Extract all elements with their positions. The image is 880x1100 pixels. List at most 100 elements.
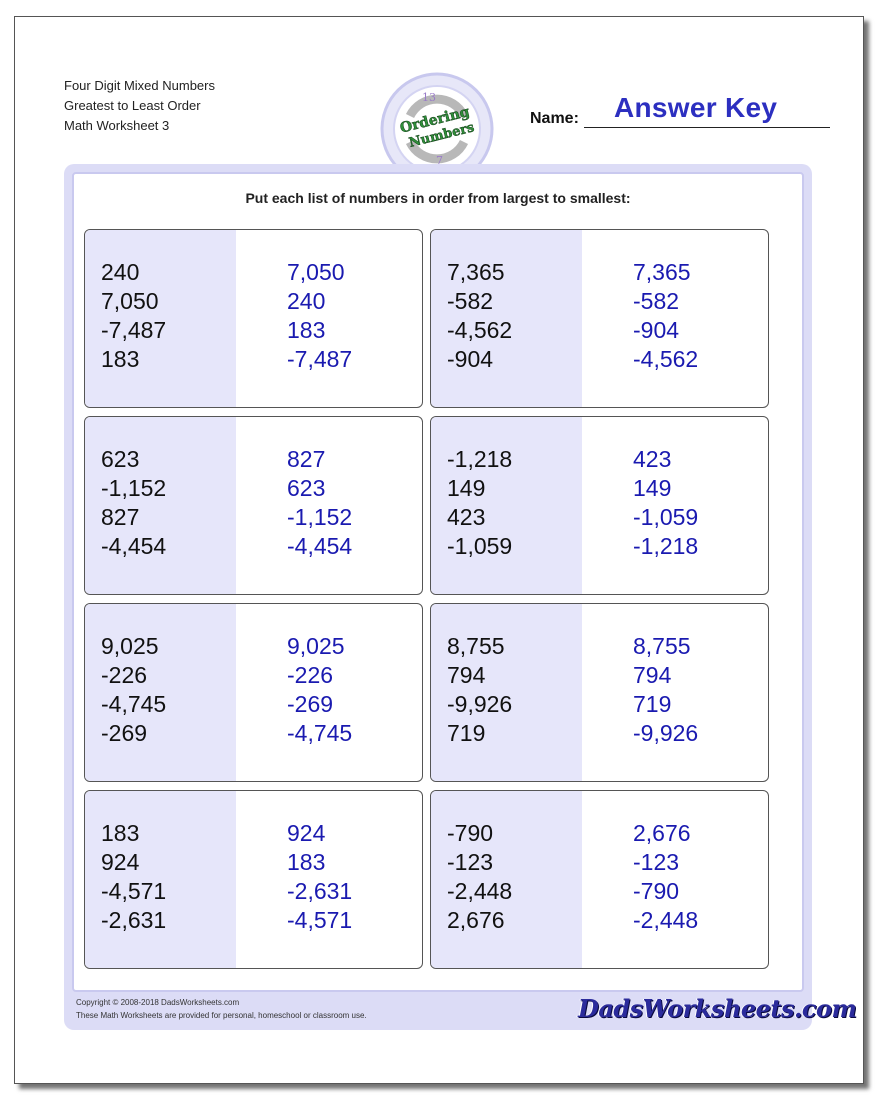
given-numbers: 240 7,050 -7,487 183 — [101, 258, 166, 374]
answer-number: -4,562 — [633, 346, 699, 372]
given-number: -226 — [101, 662, 148, 688]
answer-number: 183 — [287, 317, 326, 343]
answer-numbers: 2,676 -123 -790 -2,448 — [633, 819, 698, 935]
given-numbers: 8,755 794 -9,926 719 — [447, 632, 512, 748]
name-underline — [584, 127, 830, 128]
problem-card: 240 7,050 -7,487 183 7,050 240 183 -7,48… — [84, 229, 423, 408]
given-number: -1,059 — [447, 533, 513, 559]
answer-number: -4,571 — [287, 907, 353, 933]
answer-number: 2,676 — [633, 820, 691, 846]
answer-number: -123 — [633, 849, 680, 875]
answer-key-text: Answer Key — [614, 92, 778, 123]
given-number: -123 — [447, 849, 494, 875]
answer-number: 924 — [287, 820, 326, 846]
answer-number: -1,218 — [633, 533, 699, 559]
given-number: -1,152 — [101, 475, 167, 501]
problem-shade — [85, 604, 236, 781]
answer-number: -2,631 — [287, 878, 353, 904]
given-number: -269 — [101, 720, 148, 746]
answer-numbers: 924 183 -2,631 -4,571 — [287, 819, 352, 935]
given-number: 924 — [101, 849, 140, 875]
answer-number: 794 — [633, 662, 672, 688]
answer-number: -2,448 — [633, 907, 699, 933]
given-number: -9,926 — [447, 691, 513, 717]
problem-card: -790 -123 -2,448 2,676 2,676 -123 -790 -… — [430, 790, 769, 969]
given-number: 719 — [447, 720, 486, 746]
given-number: 623 — [101, 446, 140, 472]
given-number: -4,562 — [447, 317, 513, 343]
given-numbers: 623 -1,152 827 -4,454 — [101, 445, 166, 561]
given-number: 423 — [447, 504, 486, 530]
given-number: 9,025 — [101, 633, 159, 659]
given-numbers: -1,218 149 423 -1,059 — [447, 445, 512, 561]
given-number: 7,365 — [447, 259, 505, 285]
problem-card: -1,218 149 423 -1,059 423 149 -1,059 -1,… — [430, 416, 769, 595]
given-number: -4,745 — [101, 691, 167, 717]
answer-numbers: 8,755 794 719 -9,926 — [633, 632, 698, 748]
arrow-arc-icon — [405, 94, 469, 119]
ordering-numbers-logo: 13 7 Ordering Numbers — [380, 72, 494, 186]
problem-shade — [431, 604, 582, 781]
answer-number: -904 — [633, 317, 680, 343]
answer-number: -4,745 — [287, 720, 353, 746]
answer-number: -7,487 — [287, 346, 353, 372]
given-numbers: -790 -123 -2,448 2,676 — [447, 819, 512, 935]
answer-number: 7,050 — [287, 259, 345, 285]
given-number: -4,571 — [101, 878, 167, 904]
given-number: 8,755 — [447, 633, 505, 659]
given-number: 183 — [101, 346, 140, 372]
answer-number: -582 — [633, 288, 680, 314]
given-number: 7,050 — [101, 288, 159, 314]
given-numbers: 7,365 -582 -4,562 -904 — [447, 258, 512, 374]
answer-number: -4,454 — [287, 533, 353, 559]
answer-number: 827 — [287, 446, 326, 472]
instructions: Put each list of numbers in order from l… — [245, 190, 631, 206]
arrow-arc-icon — [405, 139, 469, 164]
given-numbers: 9,025 -226 -4,745 -269 — [101, 632, 166, 748]
usage-note: These Math Worksheets are provided for p… — [76, 1011, 367, 1020]
given-numbers: 183 924 -4,571 -2,631 — [101, 819, 166, 935]
answer-number: 719 — [633, 691, 672, 717]
worksheet-subtitle: Greatest to Least Order — [64, 98, 201, 113]
problem-shade — [85, 791, 236, 968]
problems-frame: Put each list of numbers in order from l… — [64, 164, 857, 1030]
copyright-text: Copyright © 2008-2018 DadsWorksheets.com — [76, 998, 240, 1007]
answer-number: 7,365 — [633, 259, 691, 285]
answer-number: 183 — [287, 849, 326, 875]
answer-number: 8,755 — [633, 633, 691, 659]
answer-number: -790 — [633, 878, 680, 904]
logo-top-number: 13 — [422, 91, 436, 104]
name-label: Name: — [530, 110, 579, 127]
answer-numbers: 827 623 -1,152 -4,454 — [287, 445, 352, 561]
given-number: 794 — [447, 662, 486, 688]
problem-shade — [431, 417, 582, 594]
answer-numbers: 7,365 -582 -904 -4,562 — [633, 258, 698, 374]
problem-card: 9,025 -226 -4,745 -269 9,025 -226 -269 -… — [84, 603, 423, 782]
answer-number: 623 — [287, 475, 326, 501]
problem-card: 623 -1,152 827 -4,454 827 623 -1,152 -4,… — [84, 416, 423, 595]
footer-text: Copyright © 2008-2018 DadsWorksheets.com… — [76, 996, 367, 1022]
problem-shade — [431, 230, 582, 407]
answer-numbers: 7,050 240 183 -7,487 — [287, 258, 352, 374]
answer-number: 149 — [633, 475, 672, 501]
given-number: -4,454 — [101, 533, 167, 559]
name-field: Name: Answer Key — [528, 86, 832, 130]
problem-card: 7,365 -582 -4,562 -904 7,365 -582 -904 -… — [430, 229, 769, 408]
given-number: 183 — [101, 820, 140, 846]
given-number: -904 — [447, 346, 494, 372]
answer-number: 423 — [633, 446, 672, 472]
answer-number: -1,152 — [287, 504, 353, 530]
given-number: 2,676 — [447, 907, 505, 933]
worksheet-topic: Four Digit Mixed Numbers — [64, 78, 215, 93]
answer-number: -269 — [287, 691, 334, 717]
problem-card: 8,755 794 -9,926 719 8,755 794 719 -9,92… — [430, 603, 769, 782]
answer-number: -9,926 — [633, 720, 699, 746]
answer-numbers: 423 149 -1,059 -1,218 — [633, 445, 698, 561]
answer-number: -1,059 — [633, 504, 699, 530]
given-number: 240 — [101, 259, 140, 285]
given-number: -582 — [447, 288, 494, 314]
given-number: -7,487 — [101, 317, 167, 343]
given-number: -2,448 — [447, 878, 513, 904]
problem-shade — [85, 230, 236, 407]
given-number: -2,631 — [101, 907, 167, 933]
